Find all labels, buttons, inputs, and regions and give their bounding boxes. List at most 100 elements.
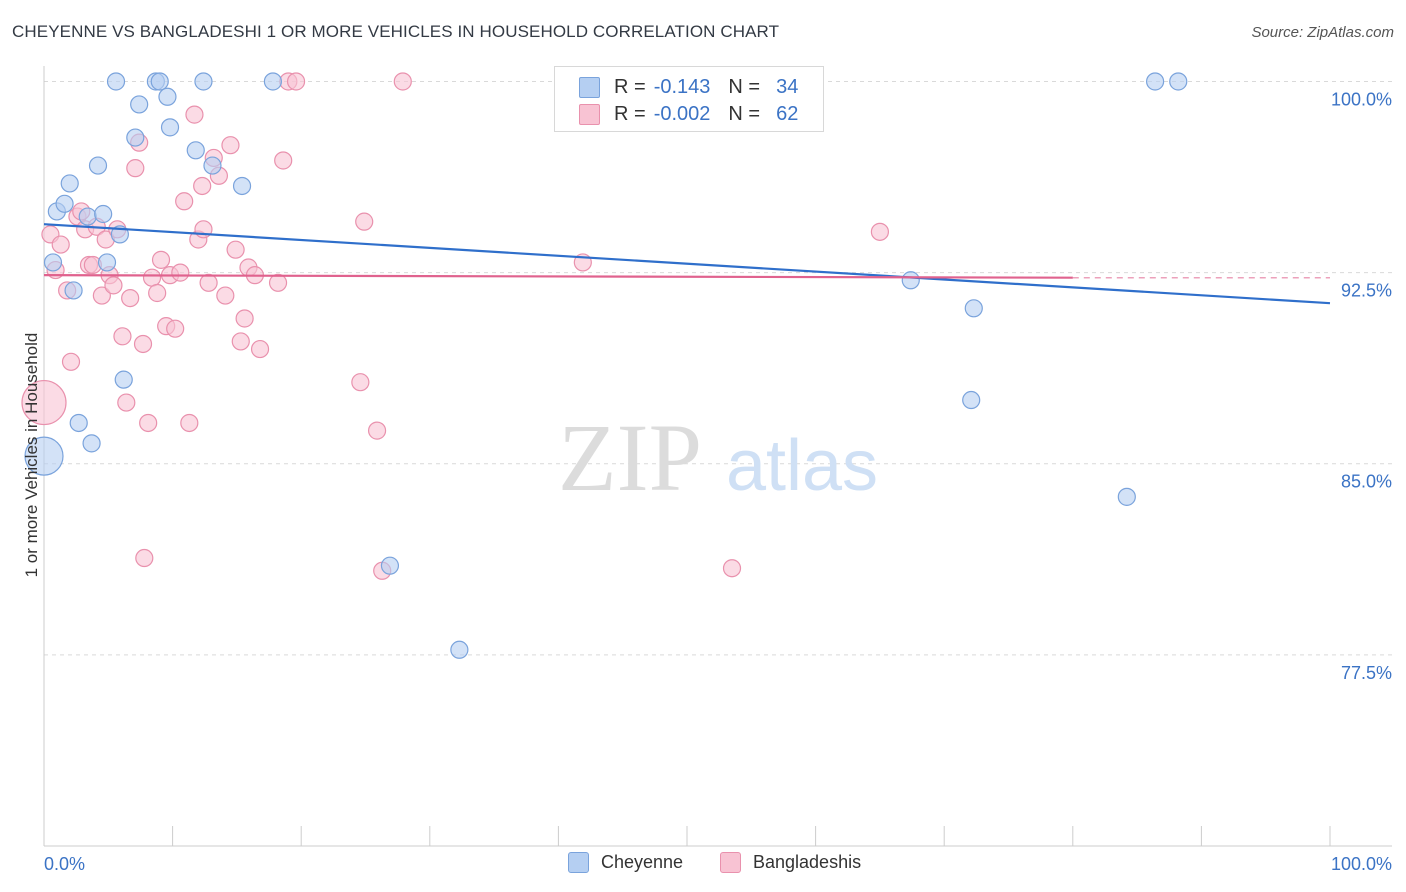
bangladeshi-point [135,548,154,568]
legend-r-value: -0.143 [653,75,711,98]
cheyenne-point [901,271,920,290]
bangladeshi-point [185,105,204,124]
legend-row-cheyenne: R = -0.143 N = 34 [579,75,798,99]
cheyenne-points [24,72,1188,659]
y-tick-label: 100.0% [1331,89,1392,109]
bangladeshi-point [180,413,199,433]
cheyenne-point [78,207,97,226]
cheyenne-point [158,87,177,106]
legend-n-value: 62 [776,102,799,125]
bangladeshi-point [166,319,185,338]
legend-n-value: 34 [776,75,799,98]
bangladeshi-point [151,250,171,269]
legend-label-bangladeshi: Bangladeshis [753,852,862,872]
legend-item-cheyenne: Cheyenne [568,852,683,873]
bangladeshi-point [250,339,270,359]
bangladeshi-trend-line [43,274,1073,279]
cheyenne-point [380,556,400,575]
legend-label-cheyenne: Cheyenne [601,852,684,872]
bangladeshi-point [142,268,162,287]
cheyenne-point [60,174,79,193]
bangladeshi-point [121,288,140,308]
bangladeshi-point [393,72,412,91]
bangladeshi-point [126,159,145,178]
bangladeshi-point [139,413,158,433]
grid-lines [44,80,1392,656]
bangladeshi-point [268,273,288,292]
bangladeshi-point [231,332,250,351]
cheyenne-point [88,156,108,175]
bangladeshi-point [226,240,245,259]
cheyenne-point [962,390,981,410]
cheyenne-trend-line [43,223,1331,305]
legend-row-bangladeshi: R = -0.002 N = 62 [579,102,798,126]
y-tick-label: 92.5% [1341,281,1392,301]
trend-lines [43,223,1331,305]
legend-r-label: R = [614,75,646,98]
watermark-zip: ZIP [558,404,702,511]
correlation-legend: R = -0.143 N = 34 R = -0.002 N = 62 [554,66,824,132]
legend-swatch-cheyenne [568,852,589,873]
bangladeshi-point [61,352,81,371]
bangladeshi-point [221,136,240,155]
y-tick-label: 77.5% [1341,663,1392,683]
bangladeshi-point [355,212,374,231]
bangladeshi-point [235,309,254,328]
cheyenne-point [114,370,133,389]
bangladeshi-point [870,222,890,241]
cheyenne-point [1169,72,1188,91]
y-tick-label: 85.0% [1341,472,1392,492]
legend-swatch-cheyenne [579,76,600,98]
cheyenne-point [130,95,149,114]
bangladeshi-point [175,192,194,211]
cheyenne-point [186,141,205,160]
cheyenne-point [55,194,74,213]
cheyenne-point [24,436,64,476]
y-tick-labels: 100.0% 92.5% 85.0% 77.5% [1331,89,1392,682]
y-axis-title: 1 or more Vehicles in Household [22,332,41,578]
cheyenne-point [150,72,169,91]
legend-item-bangladeshi: Bangladeshis [720,852,861,873]
bangladeshi-point [113,327,132,346]
cheyenne-point [43,253,63,272]
cheyenne-point [94,204,113,224]
cheyenne-point [263,72,283,91]
watermark-atlas: atlas [726,426,878,506]
bangladeshi-point [92,286,111,305]
x-tick-label: 0.0% [44,854,85,874]
x-tick-label: 100.0% [1331,854,1392,874]
cheyenne-point [450,640,469,659]
bangladeshi-point [286,72,306,91]
cheyenne-point [964,299,983,318]
cheyenne-point [82,434,101,453]
watermark: ZIP atlas [558,404,878,511]
cheyenne-point [194,72,213,91]
source-label: Source: ZipAtlas.com [1251,24,1394,41]
bangladeshi-point [148,283,167,303]
cheyenne-point [69,413,88,433]
legend-r-value: -0.002 [653,102,711,125]
legend-n-label: N = [728,75,761,98]
legend-n-label: N = [728,102,761,125]
cheyenne-point [106,72,126,91]
cheyenne-point [126,128,145,147]
cheyenne-point [160,118,180,137]
legend-swatch-bangladeshi [720,852,741,873]
bangladeshi-point [722,559,742,578]
chart-title: CHEYENNE VS BANGLADESHI 1 OR MORE VEHICL… [12,22,780,41]
bangladeshi-point [216,286,235,305]
cheyenne-point [1117,487,1136,506]
cheyenne-point [232,176,252,196]
bangladeshi-point [193,176,212,196]
bangladeshi-point [51,235,70,254]
bangladeshi-point [351,373,370,392]
bangladeshi-point [199,273,218,292]
bangladeshi-point [133,334,153,354]
bangladeshi-point [171,263,190,282]
x-tick-labels: 0.0% 100.0% [44,854,1392,874]
bangladeshi-point [117,393,136,412]
legend-swatch-bangladeshi [579,103,600,125]
cheyenne-point [1146,72,1165,91]
legend-r-label: R = [614,102,646,125]
